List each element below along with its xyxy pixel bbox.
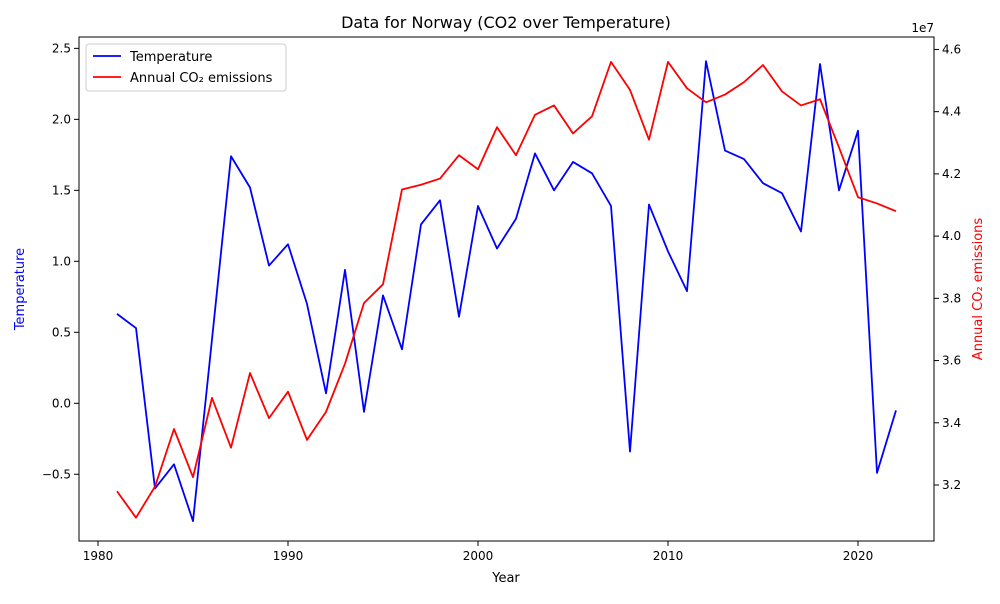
y-left-tick-label: 1.0 xyxy=(52,254,71,268)
legend-label-co2-emissions: Annual CO₂ emissions xyxy=(130,71,273,86)
x-tick-label: 1990 xyxy=(273,549,304,563)
chart-title: Data for Norway (CO2 over Temperature) xyxy=(341,13,671,32)
y-axis-right-label: Annual CO₂ emissions xyxy=(971,218,986,361)
y-right-tick-label: 3.6 xyxy=(942,354,961,368)
legend: Temperature Annual CO₂ emissions xyxy=(85,43,287,92)
x-tick-label: 2000 xyxy=(463,549,494,563)
y-left-tick-label: −0.5 xyxy=(42,467,71,481)
y-axis-right: 3.2 3.4 3.6 3.8 4.0 4.2 4.4 4.6 xyxy=(934,42,961,492)
y-right-tick-label: 4.0 xyxy=(942,229,961,243)
co2-emissions-line xyxy=(116,60,897,519)
legend-box xyxy=(85,43,287,92)
x-tick-label: 2020 xyxy=(843,549,874,563)
y-axis-right-offset-label: 1e7 xyxy=(911,21,934,35)
y-axis-left-label: Temperature xyxy=(13,248,28,331)
y-right-tick-label: 3.2 xyxy=(942,478,961,492)
plot-frame xyxy=(78,36,935,542)
y-right-tick-label: 4.4 xyxy=(942,105,961,119)
temperature-line xyxy=(116,60,897,523)
y-left-tick-label: 2.0 xyxy=(52,112,71,126)
plot-area xyxy=(116,60,897,523)
y-left-tick-label: 0.5 xyxy=(52,325,71,339)
y-right-tick-label: 3.4 xyxy=(942,416,961,430)
y-right-tick-label: 3.8 xyxy=(942,291,961,305)
x-tick-label: 1980 xyxy=(83,549,114,563)
legend-label-temperature: Temperature xyxy=(129,50,212,65)
x-axis: 1980 1990 2000 2010 2020 xyxy=(83,541,874,563)
y-axis-left: −0.5 0.0 0.5 1.0 1.5 2.0 2.5 xyxy=(42,41,79,481)
y-left-tick-label: 2.5 xyxy=(52,41,71,55)
y-left-tick-label: 1.5 xyxy=(52,183,71,197)
y-right-tick-label: 4.2 xyxy=(942,167,961,181)
y-right-tick-label: 4.6 xyxy=(942,42,961,56)
x-tick-label: 2010 xyxy=(653,549,684,563)
x-axis-label: Year xyxy=(491,571,520,586)
y-left-tick-label: 0.0 xyxy=(52,396,71,410)
